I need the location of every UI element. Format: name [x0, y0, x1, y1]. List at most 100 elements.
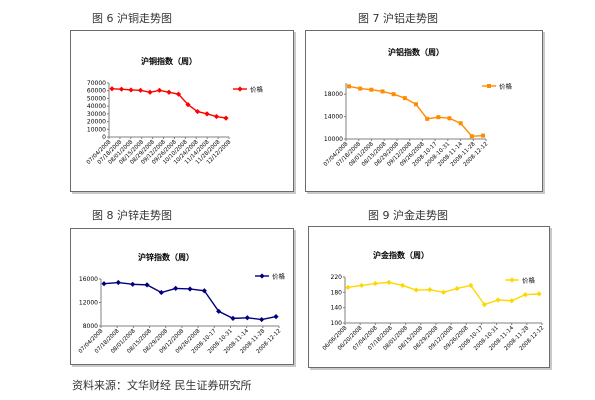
zinc-chart: 沪锌指数（周）1600012000800007/04/200807/18/200…	[78, 252, 286, 355]
data-point	[166, 89, 172, 95]
data-point	[204, 111, 210, 117]
data-point	[128, 87, 134, 93]
chart-title: 沪铝指数（周）	[388, 47, 444, 57]
aluminum-chart-panel: 沪铝指数（周） 18000 14000 10000 07/04/2008 07/18/20…	[305, 30, 543, 192]
y-tick-label: 180	[331, 289, 343, 296]
copper-chart: 沪铜指数（周） 700006000050000400003000020000100…	[86, 56, 264, 166]
data-point	[158, 289, 164, 296]
legend	[233, 86, 247, 92]
data-point	[414, 102, 418, 107]
data-point	[402, 96, 407, 101]
legend	[505, 277, 519, 283]
data-point	[216, 308, 222, 314]
copper-chart-panel: 沪铜指数（周） 70000 60000 50000 40000 30000 20000 100…	[70, 30, 294, 192]
data-point	[372, 280, 378, 287]
y-tick-label: 10000	[87, 126, 106, 133]
data-point	[391, 92, 396, 97]
data-point	[230, 315, 236, 321]
y-tick-label: 14000	[324, 114, 343, 121]
gold-chart-panel: 沪金指数（周） 220 180 140 100 06/06/2008 06/20/2008 0…	[308, 226, 550, 368]
data-point	[495, 297, 501, 303]
data-point	[369, 87, 374, 92]
data-point	[137, 87, 144, 93]
series-points	[347, 84, 485, 139]
data-point	[509, 277, 515, 283]
y-tick-label: 18000	[324, 91, 343, 98]
data-point	[427, 287, 433, 293]
series-points	[109, 86, 229, 121]
data-point	[144, 282, 150, 288]
data-point	[386, 279, 392, 285]
data-point	[440, 289, 447, 295]
y-tick-label: 20000	[87, 119, 106, 126]
data-point	[101, 281, 107, 287]
gold-chart: 沪金指数（周）22018014010006/06/200806/20/20080…	[322, 250, 546, 352]
data-point	[109, 86, 115, 92]
data-point	[347, 84, 351, 89]
data-point	[425, 116, 430, 121]
y-tick-label: 0	[102, 134, 106, 141]
data-point	[118, 86, 125, 92]
zinc-chart-panel: 沪锌指数（周） 16000 12000 8000 07/04/2008 07/18/200…	[70, 228, 294, 365]
data-point	[201, 288, 207, 294]
data-point	[454, 285, 460, 292]
data-point	[487, 84, 491, 88]
data-point	[237, 86, 243, 92]
y-tick-label: 100	[331, 320, 343, 327]
figure-9-label: 图 9 沪金走势图	[368, 209, 448, 222]
legend	[482, 84, 496, 88]
data-point	[194, 108, 201, 115]
data-point	[436, 115, 441, 120]
data-point	[244, 315, 250, 321]
aluminum-chart: 沪铝指数（周）18000140001000007/04/200807/18/20…	[323, 47, 513, 168]
data-point	[175, 91, 182, 97]
data-point	[358, 86, 363, 91]
legend-label: 价格	[250, 85, 264, 94]
data-point	[469, 134, 474, 139]
data-point	[185, 102, 191, 108]
data-point	[213, 113, 220, 120]
data-point	[536, 291, 542, 297]
data-point	[458, 121, 463, 126]
chart-title: 沪金指数（周）	[373, 250, 429, 260]
series-line	[348, 85, 484, 137]
data-point	[359, 282, 365, 289]
data-point	[259, 316, 265, 323]
data-point	[413, 287, 419, 293]
y-tick-label: 10000	[324, 136, 343, 143]
data-point	[187, 286, 193, 292]
y-tick-label: 60000	[87, 88, 106, 95]
chart-title: 沪铜指数（周）	[141, 56, 197, 66]
data-point	[399, 282, 406, 289]
data-point	[345, 284, 351, 290]
data-point	[130, 281, 136, 287]
y-tick-label: 40000	[87, 103, 106, 110]
series-points	[345, 279, 542, 308]
data-point	[223, 115, 229, 121]
y-tick-label: 220	[331, 274, 343, 281]
legend	[255, 273, 269, 279]
series-points	[101, 279, 279, 323]
data-point	[259, 273, 265, 279]
data-point	[509, 298, 515, 304]
data-point	[522, 292, 528, 298]
legend-label: 价格	[522, 276, 536, 285]
figure-8-label: 图 8 沪锌走势图	[92, 209, 172, 222]
y-tick-label: 30000	[87, 111, 106, 118]
y-tick-label: 12000	[79, 300, 98, 307]
y-tick-label: 8000	[83, 323, 98, 330]
data-point	[156, 87, 163, 93]
data-point	[273, 314, 279, 320]
y-tick-label: 140	[331, 305, 343, 312]
data-point	[380, 89, 385, 94]
figure-6-label: 图 6 沪铜走势图	[92, 12, 172, 25]
legend-label: 价格	[499, 82, 513, 91]
data-point	[115, 279, 121, 286]
y-tick-label: 70000	[87, 80, 106, 87]
data-point	[147, 89, 153, 95]
data-point	[173, 285, 179, 291]
data-point	[447, 116, 452, 121]
y-tick-label: 50000	[87, 95, 106, 102]
legend-label: 价格	[272, 272, 286, 281]
y-tick-label: 16000	[79, 276, 98, 283]
